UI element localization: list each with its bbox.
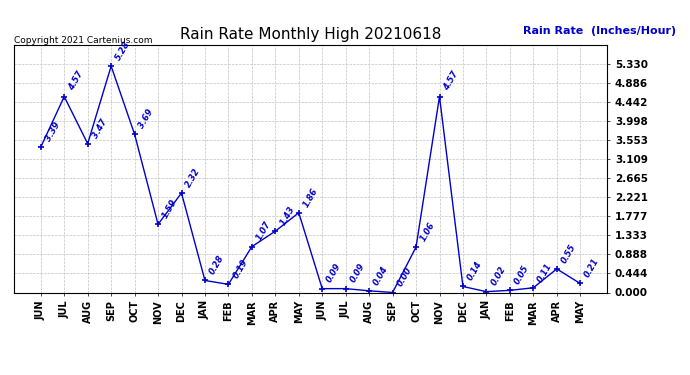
Text: 0.55: 0.55	[560, 242, 578, 265]
Text: 5.28: 5.28	[114, 39, 132, 62]
Text: 0.11: 0.11	[536, 261, 554, 284]
Text: 0.21: 0.21	[583, 257, 601, 279]
Text: 3.39: 3.39	[43, 120, 61, 143]
Title: Rain Rate Monthly High 20210618: Rain Rate Monthly High 20210618	[180, 27, 441, 42]
Text: 0.19: 0.19	[231, 258, 249, 280]
Text: 1.06: 1.06	[419, 220, 437, 243]
Text: 0.28: 0.28	[208, 254, 226, 276]
Text: 1.07: 1.07	[255, 220, 273, 243]
Text: 1.43: 1.43	[278, 204, 296, 227]
Text: Rain Rate  (Inches/Hour): Rain Rate (Inches/Hour)	[523, 26, 676, 36]
Text: 4.57: 4.57	[67, 70, 85, 92]
Text: 3.47: 3.47	[90, 117, 108, 140]
Text: 0.09: 0.09	[325, 262, 343, 285]
Text: 0.09: 0.09	[348, 262, 366, 285]
Text: 0.04: 0.04	[372, 264, 390, 286]
Text: 3.69: 3.69	[137, 108, 155, 130]
Text: 1.86: 1.86	[302, 186, 319, 209]
Text: 1.59: 1.59	[161, 198, 179, 220]
Text: 4.57: 4.57	[442, 70, 460, 92]
Text: Copyright 2021 Cartenius.com: Copyright 2021 Cartenius.com	[14, 36, 152, 45]
Text: 0.14: 0.14	[466, 260, 484, 282]
Text: 0.00: 0.00	[395, 266, 413, 288]
Text: 0.05: 0.05	[513, 264, 531, 286]
Text: 0.02: 0.02	[489, 265, 507, 288]
Text: 2.32: 2.32	[184, 166, 202, 189]
